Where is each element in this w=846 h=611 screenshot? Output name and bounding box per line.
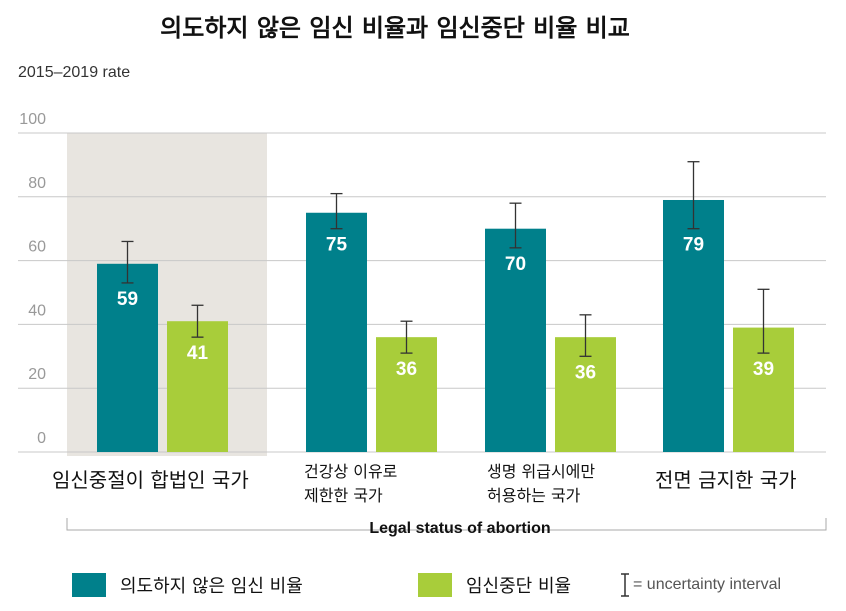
y-tick-label: 100 (19, 111, 46, 128)
legend-label: 임신중단 비율 (466, 576, 572, 597)
data-label: 39 (753, 359, 774, 380)
legend-label: 의도하지 않은 임신 비율 (120, 576, 303, 597)
y-tick-label: 60 (28, 239, 46, 256)
x-category-label: 전면 금지한 국가 (655, 466, 797, 494)
y-tick-label: 40 (28, 302, 46, 319)
bar (97, 263, 158, 452)
x-category-label: 임신중절이 합법인 국가 (52, 466, 249, 494)
bar (167, 321, 228, 452)
legend-item-ci: = uncertainty interval (620, 572, 781, 598)
bar (663, 199, 724, 452)
y-tick-label: 0 (37, 430, 46, 447)
x-category-line: 허용하는 국가 (487, 486, 581, 505)
y-tick-label: 80 (28, 175, 46, 192)
error-bar-icon (621, 573, 629, 597)
data-label: 36 (396, 359, 417, 380)
data-label: 41 (187, 343, 209, 364)
legend-ci-label: = uncertainty interval (633, 576, 782, 593)
bar (306, 212, 367, 452)
x-axis-bracket (66, 518, 827, 531)
x-category-line: 임신중절이 합법인 국가 (52, 468, 249, 492)
x-category-line: 제한한 국가 (304, 486, 383, 505)
chart-title: 의도하지 않은 임신 비율과 임신중단 비율 비교 (160, 14, 630, 42)
x-axis-label: Legal status of abortion (369, 520, 551, 537)
x-category-line: 생명 위급시에만 (487, 462, 596, 481)
data-label: 70 (505, 254, 526, 275)
legend-swatch-teal (72, 573, 106, 597)
x-category-line: 전면 금지한 국가 (655, 468, 797, 492)
legend-swatch-green (418, 573, 452, 597)
data-label: 79 (683, 235, 704, 256)
y-tick-label: 20 (28, 366, 46, 383)
x-category-line: 건강상 이유로 (304, 462, 398, 481)
data-label: 36 (575, 362, 596, 383)
bar (376, 337, 437, 452)
data-label: 75 (326, 235, 348, 256)
legend-item-unintended: 의도하지 않은 임신 비율 (72, 572, 303, 598)
chart-subtitle: 2015–2019 rate (18, 64, 131, 81)
legend-item-abortion: 임신중단 비율 (418, 572, 571, 598)
data-label: 59 (117, 289, 138, 310)
bar (485, 228, 546, 452)
